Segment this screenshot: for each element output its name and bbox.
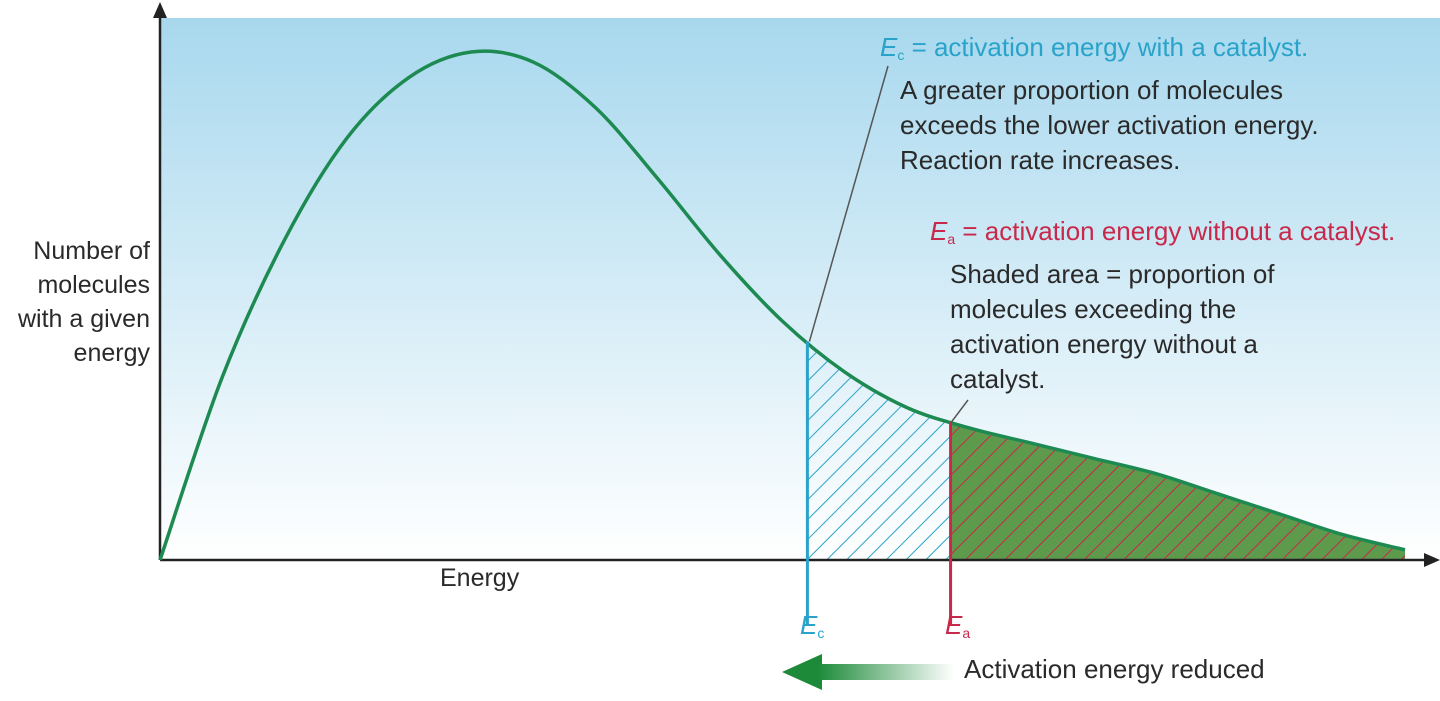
ea-leader-line xyxy=(950,399,969,423)
x-axis-label: Energy xyxy=(440,564,520,592)
activation-energy-reduced-label: Activation energy reduced xyxy=(964,654,1265,684)
ea-symbol: E xyxy=(930,216,948,246)
y-axis-arrowhead xyxy=(153,2,167,18)
y-axis-label: Number of molecules with a given energy xyxy=(17,237,150,367)
ec-description: A greater proportion of molecules exceed… xyxy=(900,75,1319,175)
ea-subscript: a xyxy=(947,231,956,247)
ea-annotation: Ea = activation energy without a catalys… xyxy=(930,214,1395,397)
ec-subscript: c xyxy=(897,47,905,63)
ec-leader-line xyxy=(808,65,889,342)
ec-marker-label: Ec xyxy=(800,610,824,641)
ec-marker-subscript: c xyxy=(817,625,825,641)
distribution-curve xyxy=(158,49,1406,561)
shaded-area-catalyst xyxy=(807,343,951,560)
reduced-arrow-head xyxy=(782,654,822,690)
x-axis-arrowhead xyxy=(1424,553,1440,567)
ec-symbol: E xyxy=(880,32,898,62)
ec-annotation: Ec = activation energy with a catalyst. … xyxy=(880,30,1319,178)
shaded-area-no-catalyst-hatch xyxy=(950,422,1405,560)
ec-equation-text: = activation energy with a catalyst. xyxy=(904,32,1309,62)
ea-marker-subscript: a xyxy=(962,625,971,641)
ea-equation-text: = activation energy without a catalyst. xyxy=(955,216,1396,246)
reduced-arrow-shaft xyxy=(818,664,954,680)
ea-equation: Ea = activation energy without a catalys… xyxy=(930,214,1395,257)
ea-marker-symbol: E xyxy=(945,610,963,640)
ec-equation: Ec = activation energy with a catalyst. xyxy=(880,30,1319,73)
ea-description: Shaded area = proportion of molecules ex… xyxy=(950,259,1275,394)
ea-marker-label: Ea xyxy=(945,610,970,641)
ec-marker-symbol: E xyxy=(800,610,818,640)
